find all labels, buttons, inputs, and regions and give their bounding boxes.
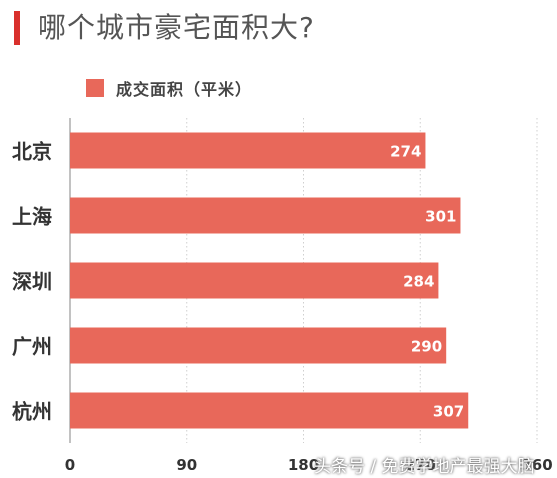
chart-title: 哪个城市豪宅面积大? bbox=[38, 11, 315, 44]
bar-value-label: 274 bbox=[390, 143, 421, 161]
bar-value-label: 301 bbox=[425, 208, 456, 226]
legend: 成交面积（平米） bbox=[86, 76, 252, 100]
x-tick-label: 270 bbox=[405, 456, 436, 474]
bar-value-label: 284 bbox=[403, 273, 434, 291]
category-label: 上海 bbox=[12, 205, 52, 229]
bar bbox=[70, 262, 439, 299]
bar bbox=[70, 392, 469, 429]
category-label: 杭州 bbox=[12, 400, 52, 424]
legend-swatch bbox=[86, 79, 104, 97]
x-tick-label: 360 bbox=[521, 456, 552, 474]
x-tick-label: 0 bbox=[65, 456, 75, 474]
bar bbox=[70, 132, 426, 169]
category-label: 北京 bbox=[12, 140, 52, 164]
watermark: 头条号 / 免费学地产最强大脑 bbox=[314, 457, 535, 477]
category-label: 广州 bbox=[12, 335, 52, 359]
legend-label: 成交面积（平米） bbox=[116, 80, 253, 99]
bar-value-label: 307 bbox=[433, 403, 464, 421]
bar bbox=[70, 197, 461, 234]
bar bbox=[70, 327, 447, 364]
x-tick-label: 180 bbox=[288, 456, 319, 474]
bar-value-label: 290 bbox=[411, 338, 442, 356]
category-label: 深圳 bbox=[12, 270, 52, 294]
x-tick-label: 90 bbox=[176, 456, 197, 474]
title-accent-bar bbox=[14, 11, 20, 45]
